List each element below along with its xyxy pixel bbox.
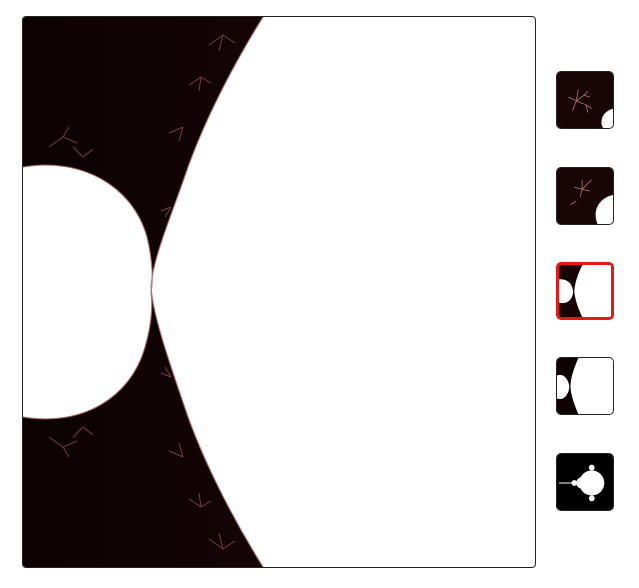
history-thumbnail-5[interactable] <box>556 453 614 511</box>
spiral-detail <box>570 179 593 206</box>
fractal-edges <box>23 17 264 567</box>
thumbnail-image <box>557 168 613 224</box>
history-thumbnail-1[interactable] <box>556 71 614 129</box>
history-thumbnail-2[interactable] <box>556 167 614 225</box>
history-thumbnail-3[interactable] <box>556 262 614 320</box>
thumbnail-image <box>559 265 611 317</box>
thumbnail-image <box>557 358 613 414</box>
thumbnail-image <box>557 72 613 128</box>
main-cardioid <box>151 17 535 567</box>
fractal-viewport[interactable] <box>22 16 536 568</box>
history-thumbnail-4[interactable] <box>556 357 614 415</box>
fractal-image <box>23 17 535 567</box>
thumbnail-image <box>557 454 613 510</box>
filaments <box>48 34 236 550</box>
period-two-bulb <box>23 165 153 419</box>
spiral-detail <box>568 89 592 113</box>
